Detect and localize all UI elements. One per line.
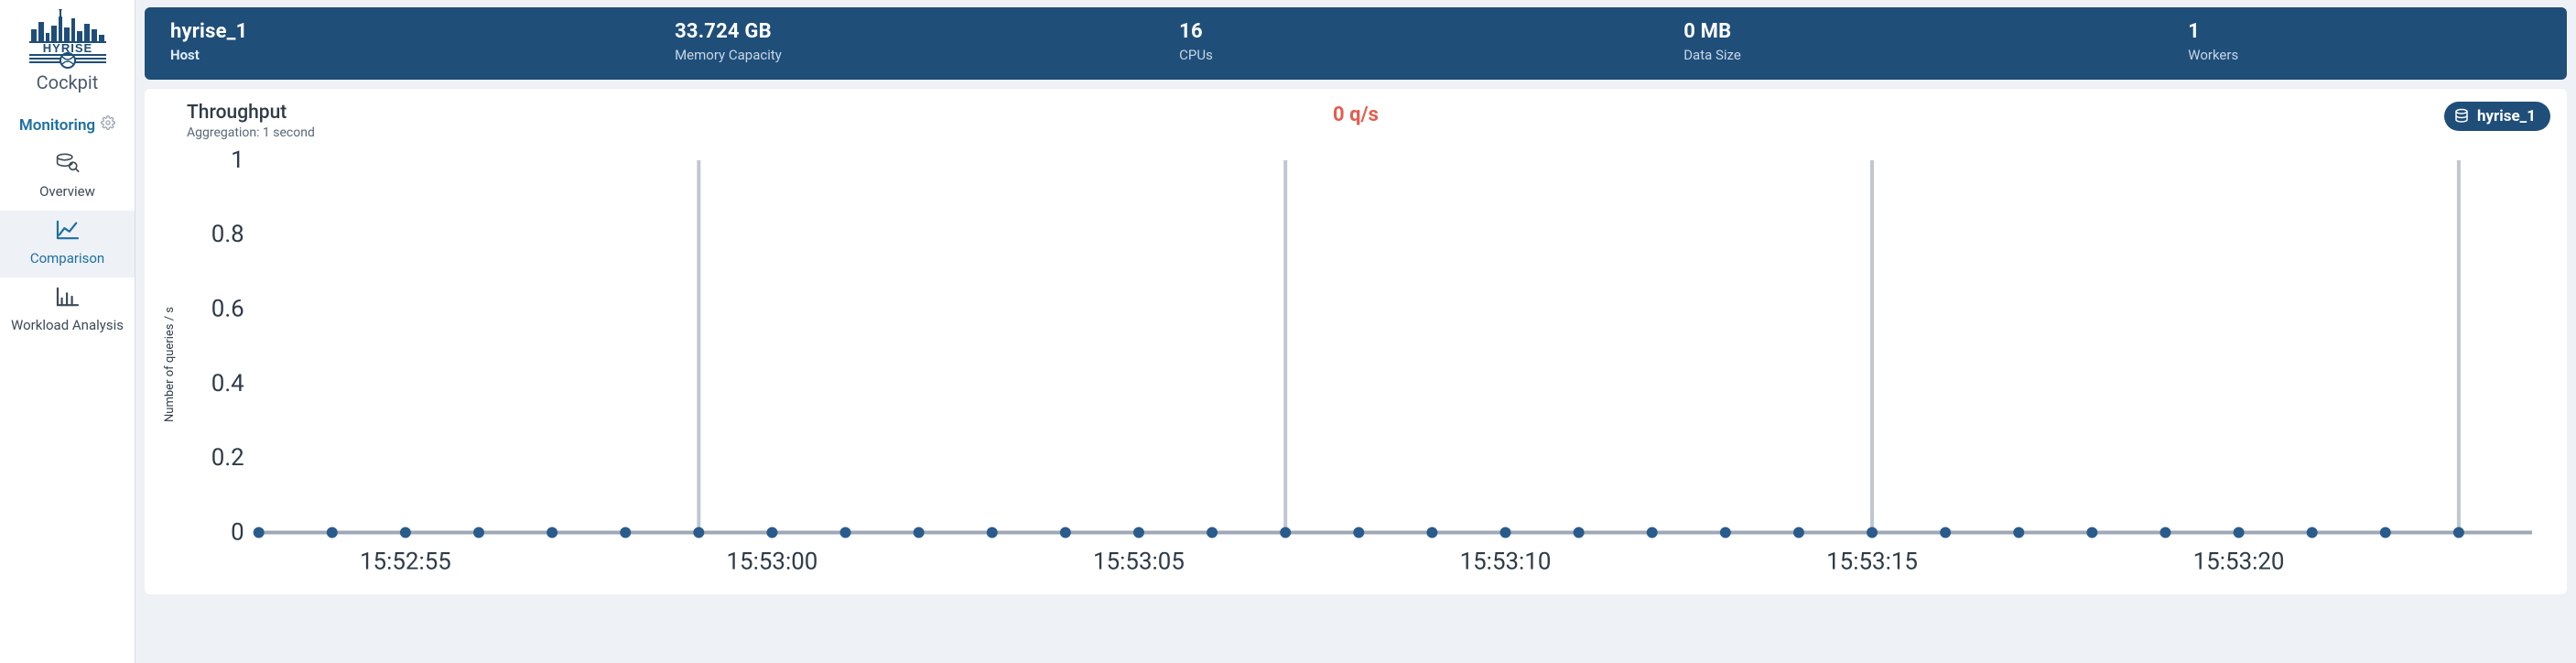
chart-title: Throughput: [187, 102, 315, 124]
nav-item-label: Overview: [39, 183, 95, 200]
metric-cpus: 16 CPUs: [1179, 20, 1683, 63]
svg-text:15:53:10: 15:53:10: [1460, 548, 1552, 575]
nav-item-comparison[interactable]: Comparison: [0, 211, 135, 277]
metric-workers: 1 Workers: [2188, 20, 2541, 63]
cockpit-label: Cockpit: [37, 71, 99, 93]
metric-label: Data Size: [1683, 47, 2188, 63]
svg-text:0.2: 0.2: [211, 444, 244, 472]
svg-text:15:53:00: 15:53:00: [727, 548, 818, 575]
chart-header: Throughput Aggregation: 1 second 0 q/s h…: [161, 102, 2550, 140]
metric-memory: 33.724 GB Memory Capacity: [675, 20, 1179, 63]
brand-logo: HYRISE Cockpit: [0, 5, 135, 103]
metric-label: CPUs: [1179, 47, 1683, 63]
metric-value: 16: [1179, 20, 1683, 43]
metric-label: Host: [170, 47, 675, 63]
metric-data-size: 0 MB Data Size: [1683, 20, 2188, 63]
metric-label: Memory Capacity: [675, 47, 1179, 63]
svg-text:15:53:05: 15:53:05: [1093, 548, 1185, 575]
svg-text:0.4: 0.4: [211, 370, 244, 397]
nav-section-title: Monitoring: [19, 116, 95, 135]
chart-plot[interactable]: 0 0.2 0.4 0.6 0.8 1 15:52:55 15:53:00 15:53:05 15…: [179, 146, 2550, 583]
metric-value: 1: [2188, 20, 2541, 43]
metric-value: hyrise_1: [170, 20, 675, 43]
nav-item-overview[interactable]: Overview: [0, 144, 135, 211]
chart-body: Number of queries / s 0 0.2 0.4 0.6 0.8 1 15:5…: [161, 146, 2550, 583]
throughput-chart-card: Throughput Aggregation: 1 second 0 q/s h…: [145, 89, 2567, 594]
chart-titles: Throughput Aggregation: 1 second: [161, 102, 315, 140]
svg-text:0.6: 0.6: [211, 296, 244, 323]
database-icon: [2453, 108, 2470, 125]
svg-text:0.8: 0.8: [211, 221, 244, 248]
legend-chip[interactable]: hyrise_1: [2444, 102, 2550, 131]
metrics-bar: hyrise_1 Host 33.724 GB Memory Capacity …: [145, 7, 2567, 80]
metric-value: 0 MB: [1683, 20, 2188, 43]
app-root: HYRISE Cockpit Monitoring: [0, 0, 2576, 663]
svg-text:15:53:20: 15:53:20: [2193, 548, 2285, 575]
db-search-icon: [56, 153, 80, 178]
svg-text:1: 1: [231, 147, 244, 174]
hyrise-logo-icon: HYRISE: [26, 9, 110, 70]
nav-section-monitoring[interactable]: Monitoring: [0, 103, 135, 144]
svg-text:15:52:55: 15:52:55: [360, 548, 451, 575]
nav-item-label: Comparison: [30, 250, 104, 266]
chart-aggregation: Aggregation: 1 second: [187, 125, 315, 140]
bar-chart-icon: [56, 287, 80, 311]
nav-item-workload-analysis[interactable]: Workload Analysis: [0, 277, 135, 344]
metric-host: hyrise_1 Host: [170, 20, 675, 63]
y-axis-title: Number of queries / s: [161, 307, 179, 422]
svg-text:0: 0: [231, 518, 244, 546]
throughput-qps: 0 q/s: [1333, 103, 1379, 126]
main-content: hyrise_1 Host 33.724 GB Memory Capacity …: [135, 0, 2576, 663]
nav-item-label: Workload Analysis: [11, 317, 124, 333]
gear-icon[interactable]: [101, 115, 115, 135]
sidebar: HYRISE Cockpit Monitoring: [0, 0, 135, 663]
legend-label: hyrise_1: [2477, 107, 2536, 125]
metric-label: Workers: [2188, 47, 2541, 63]
metric-value: 33.724 GB: [675, 20, 1179, 43]
svg-text:15:53:15: 15:53:15: [1826, 548, 1918, 575]
line-chart-icon: [56, 220, 80, 245]
